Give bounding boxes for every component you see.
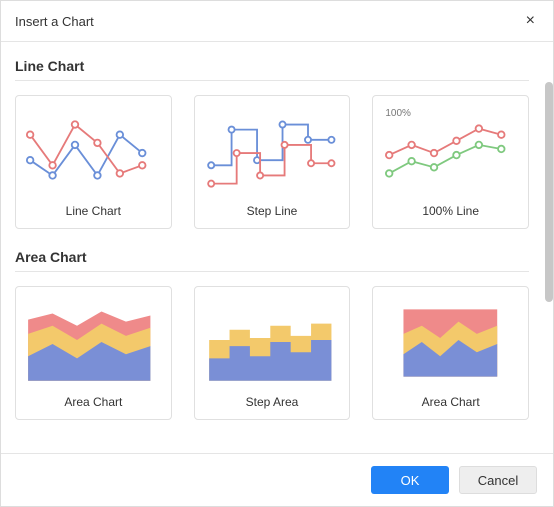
chart-option-label: Area Chart — [64, 387, 122, 413]
dialog-title: Insert a Chart — [15, 14, 94, 29]
area-chart-grid: Area Chart Step Area Area Chart — [15, 286, 529, 420]
area-chart-icon — [22, 295, 165, 387]
ok-button[interactable]: OK — [371, 466, 449, 494]
chart-option-label: 100% Line — [422, 196, 479, 222]
close-icon[interactable]: × — [522, 11, 539, 31]
scrollbar-thumb[interactable] — [545, 82, 553, 302]
insert-chart-dialog: Insert a Chart × Line Chart Line Chart — [0, 0, 554, 507]
section-heading-area: Area Chart — [15, 239, 529, 272]
chart-option-label: Step Line — [247, 196, 298, 222]
chart-option-step-line[interactable]: Step Line — [194, 95, 351, 229]
dialog-footer: OK Cancel — [1, 453, 553, 506]
chart-option-area-2[interactable]: Area Chart — [372, 286, 529, 420]
section-heading-line: Line Chart — [15, 48, 529, 81]
chart-option-100pct-line[interactable]: 100% 100% Line — [372, 95, 529, 229]
step-area-icon — [201, 295, 344, 387]
chart-option-line[interactable]: Line Chart — [15, 95, 172, 229]
area-chart-2-icon — [379, 295, 522, 387]
dialog-titlebar: Insert a Chart × — [1, 1, 553, 42]
chart-option-label: Step Area — [246, 387, 299, 413]
line-chart-grid: Line Chart Step Line 100% 100% Line — [15, 95, 529, 229]
chart-option-area[interactable]: Area Chart — [15, 286, 172, 420]
cancel-button[interactable]: Cancel — [459, 466, 537, 494]
dialog-content: Line Chart Line Chart Step Line — [1, 42, 553, 453]
step-line-icon — [201, 104, 344, 196]
line-chart-icon — [22, 104, 165, 196]
pct-badge: 100% — [385, 108, 411, 119]
chart-option-step-area[interactable]: Step Area — [194, 286, 351, 420]
pct-line-icon: 100% — [379, 104, 522, 196]
chart-option-label: Area Chart — [422, 387, 480, 413]
chart-option-label: Line Chart — [66, 196, 121, 222]
